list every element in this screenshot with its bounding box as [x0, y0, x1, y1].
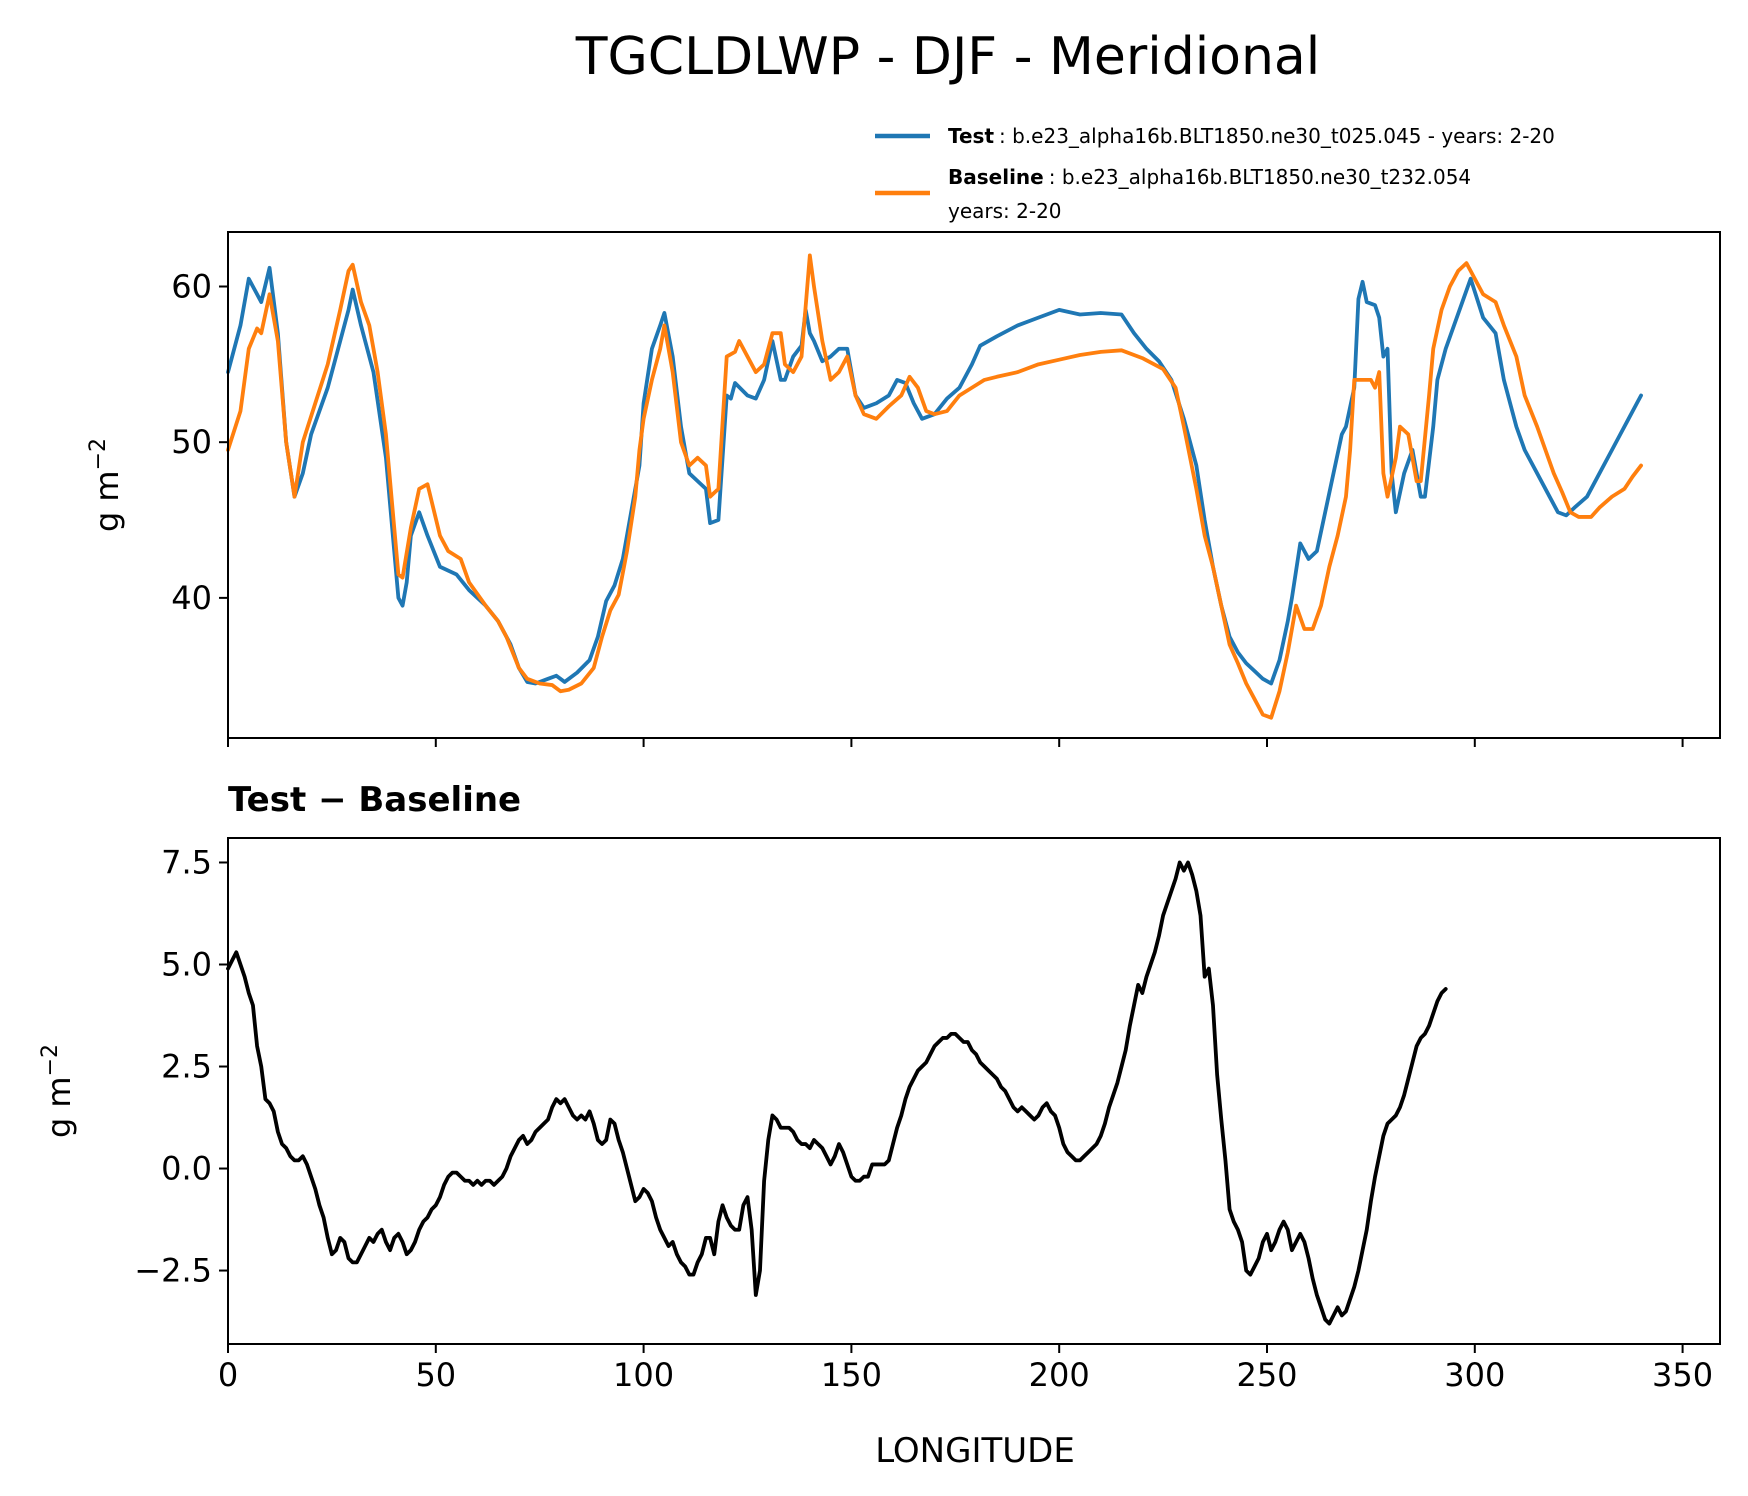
legend-text-test: : b.e23_alpha16b.BLT1850.ne30_t025.045 -… [999, 124, 1555, 148]
bottom-xtick-label: 0 [218, 1356, 238, 1394]
bottom-xtick-label: 150 [821, 1356, 882, 1394]
top-y-axis-label-unit: g m [88, 470, 126, 532]
bottom-ytick-label: 0.0 [161, 1150, 212, 1188]
bottom-xtick-label: 200 [1029, 1356, 1090, 1394]
top-ytick-label: 50 [171, 423, 212, 461]
top-series-baseline-line [226, 253, 1643, 720]
legend: Test: b.e23_alpha16b.BLT1850.ne30_t025.0… [875, 124, 1555, 223]
top-axes-frame [227, 231, 1721, 739]
legend-text-baseline-line2: years: 2-20 [948, 199, 1062, 223]
legend-label-test: Test: b.e23_alpha16b.BLT1850.ne30_t025.0… [948, 124, 1555, 148]
bottom-xtick-label: 50 [415, 1356, 456, 1394]
bottom-y-axis-label-unit: g m [40, 1076, 78, 1138]
legend-name-baseline: Baseline [948, 165, 1044, 189]
legend-name-test: Test [948, 124, 994, 148]
figure-title: TGCLDLWP - DJF - Meridional [575, 27, 1321, 87]
bottom-ytick-label: −2.5 [134, 1252, 212, 1290]
axes-bottom: −2.5 0.0 2.5 5.0 7.5 0 50 100 150 200 250 300 350 g m… [38, 837, 1721, 1394]
bottom-series-test-baseline-line [226, 860, 1448, 1326]
axes-top: 40 50 60 g m−2 [86, 231, 1721, 747]
bottom-ytick-label: 7.5 [161, 843, 212, 881]
bottom-xtick-label: 100 [613, 1356, 674, 1394]
bottom-ytick-label: 2.5 [161, 1048, 212, 1086]
diff-panel-title: Test − Baseline [228, 780, 521, 820]
top-y-axis-label-exponent: −2 [86, 438, 111, 470]
bottom-xtick-label: 300 [1444, 1356, 1505, 1394]
top-series-test-line [226, 265, 1643, 686]
bottom-ytick-label: 5.0 [161, 946, 212, 984]
bottom-xtick-label: 250 [1236, 1356, 1297, 1394]
top-ytick-label: 60 [171, 267, 212, 305]
bottom-xtick-label: 350 [1652, 1356, 1713, 1394]
x-axis-label: LONGITUDE [875, 1431, 1075, 1471]
top-y-axis-label: g m−2 [86, 438, 126, 532]
legend-text-baseline: : b.e23_alpha16b.BLT1850.ne30_t232.054 [1049, 165, 1471, 189]
bottom-axes-frame [227, 837, 1721, 1345]
bottom-y-axis-label-exponent: −2 [38, 1044, 63, 1076]
bottom-y-axis-label: g m−2 [38, 1044, 78, 1138]
legend-label-baseline: Baseline: b.e23_alpha16b.BLT1850.ne30_t2… [948, 165, 1471, 189]
top-ytick-label: 40 [171, 579, 212, 617]
